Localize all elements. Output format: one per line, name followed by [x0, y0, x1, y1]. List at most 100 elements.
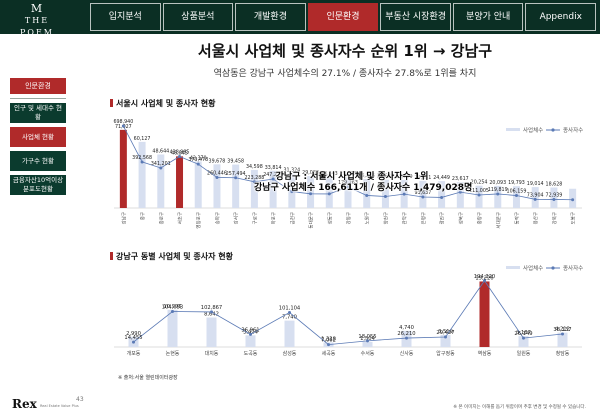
- bar-value-label: 28,228: [340, 171, 357, 177]
- bar-value-label: 46,945: [171, 150, 188, 156]
- category-label: 동작구: [513, 212, 520, 224]
- employees-point-서초구: [178, 154, 182, 158]
- category-label: 금천구: [289, 212, 296, 224]
- bullet-icon: [110, 99, 113, 107]
- bar-value-label: 28,343: [321, 171, 338, 177]
- bar-value-label: 20,093: [489, 180, 506, 186]
- seoul-business-chart: 사업체수종사자수71,02760,12748,64446,94542,37039…: [113, 119, 583, 229]
- category-label: 구로구: [252, 212, 258, 224]
- category-label: 용산구: [532, 212, 539, 224]
- category-label: 강동구: [345, 212, 352, 224]
- tab-sale-price-guide[interactable]: 분양가 안내: [452, 3, 524, 31]
- category-label: 세곡동: [322, 350, 336, 357]
- category-label: 일원동: [517, 350, 531, 357]
- employees-value-label: 223,288: [244, 175, 264, 181]
- employees-point-관악구: [402, 192, 406, 196]
- employees-point-광진구: [440, 195, 444, 199]
- category-label: 도봉구: [571, 212, 577, 224]
- category-label: 대치동: [205, 350, 219, 357]
- brand-name: THE POEM: [20, 16, 54, 37]
- brand-mark: M: [30, 2, 44, 15]
- bar-value-label: 24,681: [414, 175, 431, 181]
- bar-value-label: 3,519: [438, 329, 453, 335]
- category-label: 종로구: [159, 212, 165, 224]
- page-subtitle: 역삼동은 강남구 사업체수의 27.1% / 종사자수 27.8%로 1위를 차…: [213, 69, 477, 79]
- bar-value-label: 25,509: [396, 174, 413, 180]
- bar-value-label: 34,598: [246, 164, 263, 170]
- sidebar-item-financial-assets[interactable]: 금융자산10억이상 분포도현황: [10, 175, 66, 195]
- employees-point-송파구: [215, 175, 219, 179]
- category-label: 동대문구: [308, 212, 315, 229]
- bar-마포구: [269, 170, 277, 208]
- employees-point-성북구: [458, 190, 462, 194]
- category-label: 은평구: [420, 212, 427, 224]
- employees-point-삼성동: [288, 311, 291, 315]
- sidebar-heading: 인문환경: [10, 78, 66, 94]
- category-label: 삼성동: [283, 350, 297, 357]
- employees-value-label: 257,494: [226, 171, 246, 177]
- overlay-caption: 강남구 : 서울시 사업체 및 종사자수 1위 강남구 사업체수 166,611…: [254, 172, 472, 194]
- bar-동대문구: [307, 176, 315, 208]
- employees-value-label: 106,159: [507, 189, 527, 195]
- sidebar-item-business[interactable]: 사업체 현황: [10, 127, 66, 147]
- employees-value-label: 260,446: [207, 170, 227, 176]
- bar-일원동: [518, 336, 529, 347]
- bar-value-label: 31,324: [283, 168, 300, 174]
- employees-point-마포구: [271, 177, 275, 181]
- bar-value-label: 23,617: [452, 176, 469, 182]
- employees-point-강남구: [121, 124, 125, 128]
- category-label: 관악구: [401, 212, 408, 224]
- sidebar-item-households[interactable]: 가구수 현황: [10, 151, 66, 171]
- tab-location-analysis[interactable]: 입지분석: [90, 3, 161, 31]
- bar-value-label: 29,088: [302, 170, 319, 176]
- bar-value-label: 48,644: [152, 148, 169, 154]
- sidebar-item-population[interactable]: 인구 및 세대수 현황: [10, 103, 66, 123]
- employees-value-label: 72,939: [546, 192, 563, 198]
- bullet-icon: [110, 252, 113, 260]
- tab-real-estate-market[interactable]: 부동산 시장환경: [380, 3, 451, 31]
- employees-value-label: 119,819: [488, 187, 508, 193]
- bar-광진구: [438, 181, 446, 208]
- employees-value-label: 438,985: [170, 149, 190, 155]
- bar-청담동: [557, 332, 568, 347]
- tab-appendix[interactable]: Appendix: [525, 3, 597, 31]
- employees-value-label: 179,263: [338, 180, 358, 186]
- bar-중랑구: [475, 185, 483, 208]
- tab-humanities-environment[interactable]: 인문환경: [307, 3, 379, 31]
- category-label: 역삼동: [478, 350, 492, 357]
- employees-value-label: 18,055: [358, 334, 376, 340]
- employees-point-중랑구: [477, 193, 481, 197]
- bar-삼성동: [284, 320, 295, 347]
- bar-value-label: 39,458: [227, 159, 244, 165]
- employees-point-은평구: [421, 195, 425, 199]
- category-label: 논현동: [166, 350, 180, 357]
- employees-point-영등포구: [196, 162, 200, 166]
- employees-point-청담동: [561, 332, 564, 336]
- category-label: 성북구: [457, 212, 464, 224]
- bar-수서동: [362, 341, 373, 347]
- employees-point-구로구: [252, 180, 256, 184]
- employees-point-강동구: [346, 185, 350, 189]
- bar-value-label: 1,338: [321, 336, 336, 342]
- bar-강서구: [232, 164, 240, 208]
- legend-label-employees: 종사자수: [563, 126, 583, 134]
- category-label: 마포구: [270, 212, 277, 224]
- legend-label-business: 사업체수: [523, 264, 543, 272]
- bar-value-label: 1,504: [360, 336, 376, 342]
- bar-대치동: [206, 317, 217, 347]
- bar-value-label: 4,740: [399, 325, 414, 331]
- bar-value-label: 3,424: [243, 329, 259, 335]
- employees-value-label: 29,427: [436, 330, 454, 336]
- employees-point-세곡동: [327, 343, 330, 347]
- category-label: 중랑구: [476, 212, 483, 224]
- legend-swatch-business: [506, 128, 520, 131]
- employees-point-용산구: [533, 197, 537, 201]
- bar-도곡동: [245, 335, 256, 347]
- tab-development-environment[interactable]: 개발환경: [235, 3, 306, 31]
- employees-point-성동구: [327, 192, 331, 196]
- brand-logo[interactable]: M THE POEM: [8, 2, 66, 38]
- chart1-title-row: 서울시 사업체 및 종사자 현황: [110, 98, 215, 109]
- tab-product-analysis[interactable]: 상품분석: [162, 3, 234, 31]
- page-number: 43: [76, 396, 84, 403]
- bar-value-label: 18,628: [546, 182, 563, 188]
